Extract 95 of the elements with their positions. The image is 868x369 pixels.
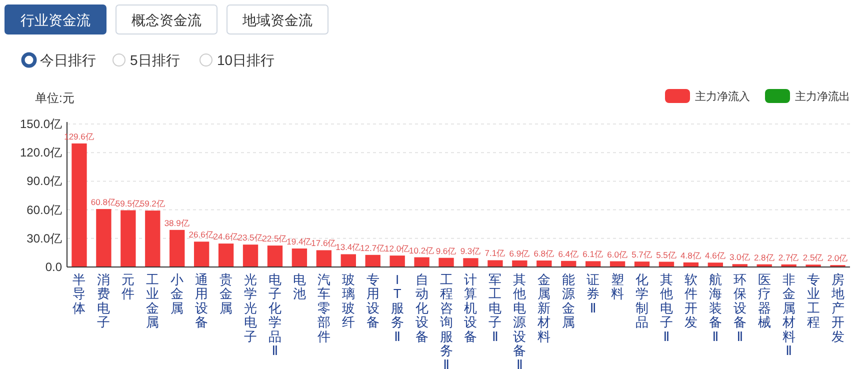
bar <box>634 262 650 267</box>
x-tick-label: 房地产开发 <box>830 272 844 344</box>
y-axis-title: 单位:元 <box>35 91 74 105</box>
y-tick-label: 60.0亿 <box>26 202 62 217</box>
bar <box>194 242 210 267</box>
x-tick-label: 其他电子Ⅱ <box>660 272 673 344</box>
data-label: 3.0亿 <box>729 252 750 262</box>
x-tick-label: 软件开发 <box>684 272 698 330</box>
data-label: 6.1亿 <box>582 249 604 260</box>
bar <box>242 244 258 267</box>
x-tick-label: 自动化设备 <box>415 272 428 344</box>
data-label: 12.0亿 <box>384 244 410 254</box>
bar <box>708 262 724 267</box>
data-label: 2.0亿 <box>827 253 848 264</box>
bar <box>72 143 87 267</box>
x-tick-label: 非金属材料Ⅱ <box>781 272 796 358</box>
x-tick-label: 计算机设备 <box>464 272 478 344</box>
data-label: 9.6亿 <box>436 246 457 256</box>
y-tick-label: 150.0亿 <box>20 117 62 131</box>
data-label: 5.7亿 <box>632 250 652 260</box>
bar <box>390 256 405 267</box>
bar <box>145 210 160 267</box>
bar <box>512 260 528 267</box>
bar <box>463 258 478 267</box>
bar <box>414 257 430 267</box>
x-tick-label: 环保设备Ⅱ <box>733 272 746 344</box>
data-label: 6.0亿 <box>607 249 628 260</box>
bar <box>488 260 503 267</box>
x-tick-label: 小金属 <box>170 272 184 316</box>
data-label: 59.5亿 <box>115 198 141 208</box>
y-tick-label: 120.0亿 <box>20 146 62 160</box>
y-tick-label: 90.0亿 <box>26 174 62 188</box>
x-tick-label: 其他电源设备Ⅱ <box>513 272 526 369</box>
x-tick-label: 工业金属 <box>146 272 160 330</box>
x-tick-label: IT服务Ⅱ <box>390 272 404 344</box>
x-tick-label: 专用设备 <box>366 272 380 330</box>
data-label: 10.2亿 <box>409 245 435 256</box>
data-label: 4.8亿 <box>680 250 702 260</box>
bar <box>365 254 380 267</box>
bar <box>120 210 136 267</box>
legend-label: 主力净流入 <box>695 90 750 103</box>
x-tick-label: 航海装备Ⅱ <box>708 272 722 344</box>
y-tick-label: 30.0亿 <box>26 231 62 246</box>
legend-label: 主力净流出 <box>795 90 850 103</box>
data-label: 38.9亿 <box>164 218 190 228</box>
x-tick-label: 塑料 <box>611 272 624 302</box>
y-tick-label: 0.0 <box>45 260 62 274</box>
x-tick-label: 医疗器械 <box>758 272 771 330</box>
data-label: 24.6亿 <box>213 232 239 242</box>
x-tick-label: 证券Ⅱ <box>586 272 600 316</box>
x-tick-label: 电池 <box>292 272 306 302</box>
data-label: 2.8亿 <box>754 252 775 262</box>
data-label: 19.4亿 <box>286 236 312 247</box>
data-label: 4.6亿 <box>705 250 726 261</box>
x-tick-label: 元件 <box>122 272 135 302</box>
data-label: 26.6亿 <box>188 230 214 240</box>
data-label: 13.4亿 <box>336 242 362 252</box>
x-tick-label: 消费电子 <box>97 272 110 330</box>
data-label: 22.5亿 <box>262 234 288 244</box>
x-tick-label: 军工电子Ⅱ <box>488 272 502 344</box>
bar <box>267 246 283 267</box>
x-tick-label: 金属新材料 <box>536 272 551 344</box>
bar <box>292 248 308 267</box>
data-label: 60.8亿 <box>90 197 116 208</box>
bar <box>536 260 552 267</box>
data-label: 6.8亿 <box>534 248 555 259</box>
data-label: 9.3亿 <box>460 246 482 256</box>
x-tick-label: 化学制品 <box>636 272 649 330</box>
x-tick-label: 通用设备 <box>195 272 208 330</box>
data-label: 5.5亿 <box>656 250 677 260</box>
x-tick-label: 汽车零部件 <box>317 272 330 344</box>
data-label: 23.5亿 <box>238 232 264 243</box>
bar <box>96 209 112 267</box>
data-label: 2.7亿 <box>778 252 800 262</box>
x-tick-label: 玻璃玻纤 <box>342 272 355 330</box>
bar <box>218 244 234 267</box>
bar <box>316 250 332 267</box>
data-label: 12.7亿 <box>360 242 386 253</box>
x-tick-label: 半导体 <box>72 272 86 316</box>
bar <box>170 230 185 267</box>
data-label: 7.1亿 <box>484 248 506 258</box>
data-label: 6.4亿 <box>558 248 580 259</box>
bar <box>438 258 454 267</box>
bar <box>340 254 356 267</box>
x-tick-label: 能源金属 <box>562 272 576 330</box>
x-tick-label: 贵金属 <box>220 272 233 316</box>
x-tick-label: 电子化学品Ⅱ <box>268 272 282 358</box>
x-tick-label: 光学光电子 <box>244 272 258 344</box>
data-label: 6.9亿 <box>509 248 530 258</box>
x-tick-label: 专业工程 <box>806 272 820 330</box>
data-label: 17.6亿 <box>311 238 337 248</box>
data-label: 2.5亿 <box>802 252 824 263</box>
bar <box>585 261 601 267</box>
data-label: 59.2亿 <box>140 198 166 209</box>
x-tick-label: 工程咨询服务Ⅱ <box>440 272 453 369</box>
